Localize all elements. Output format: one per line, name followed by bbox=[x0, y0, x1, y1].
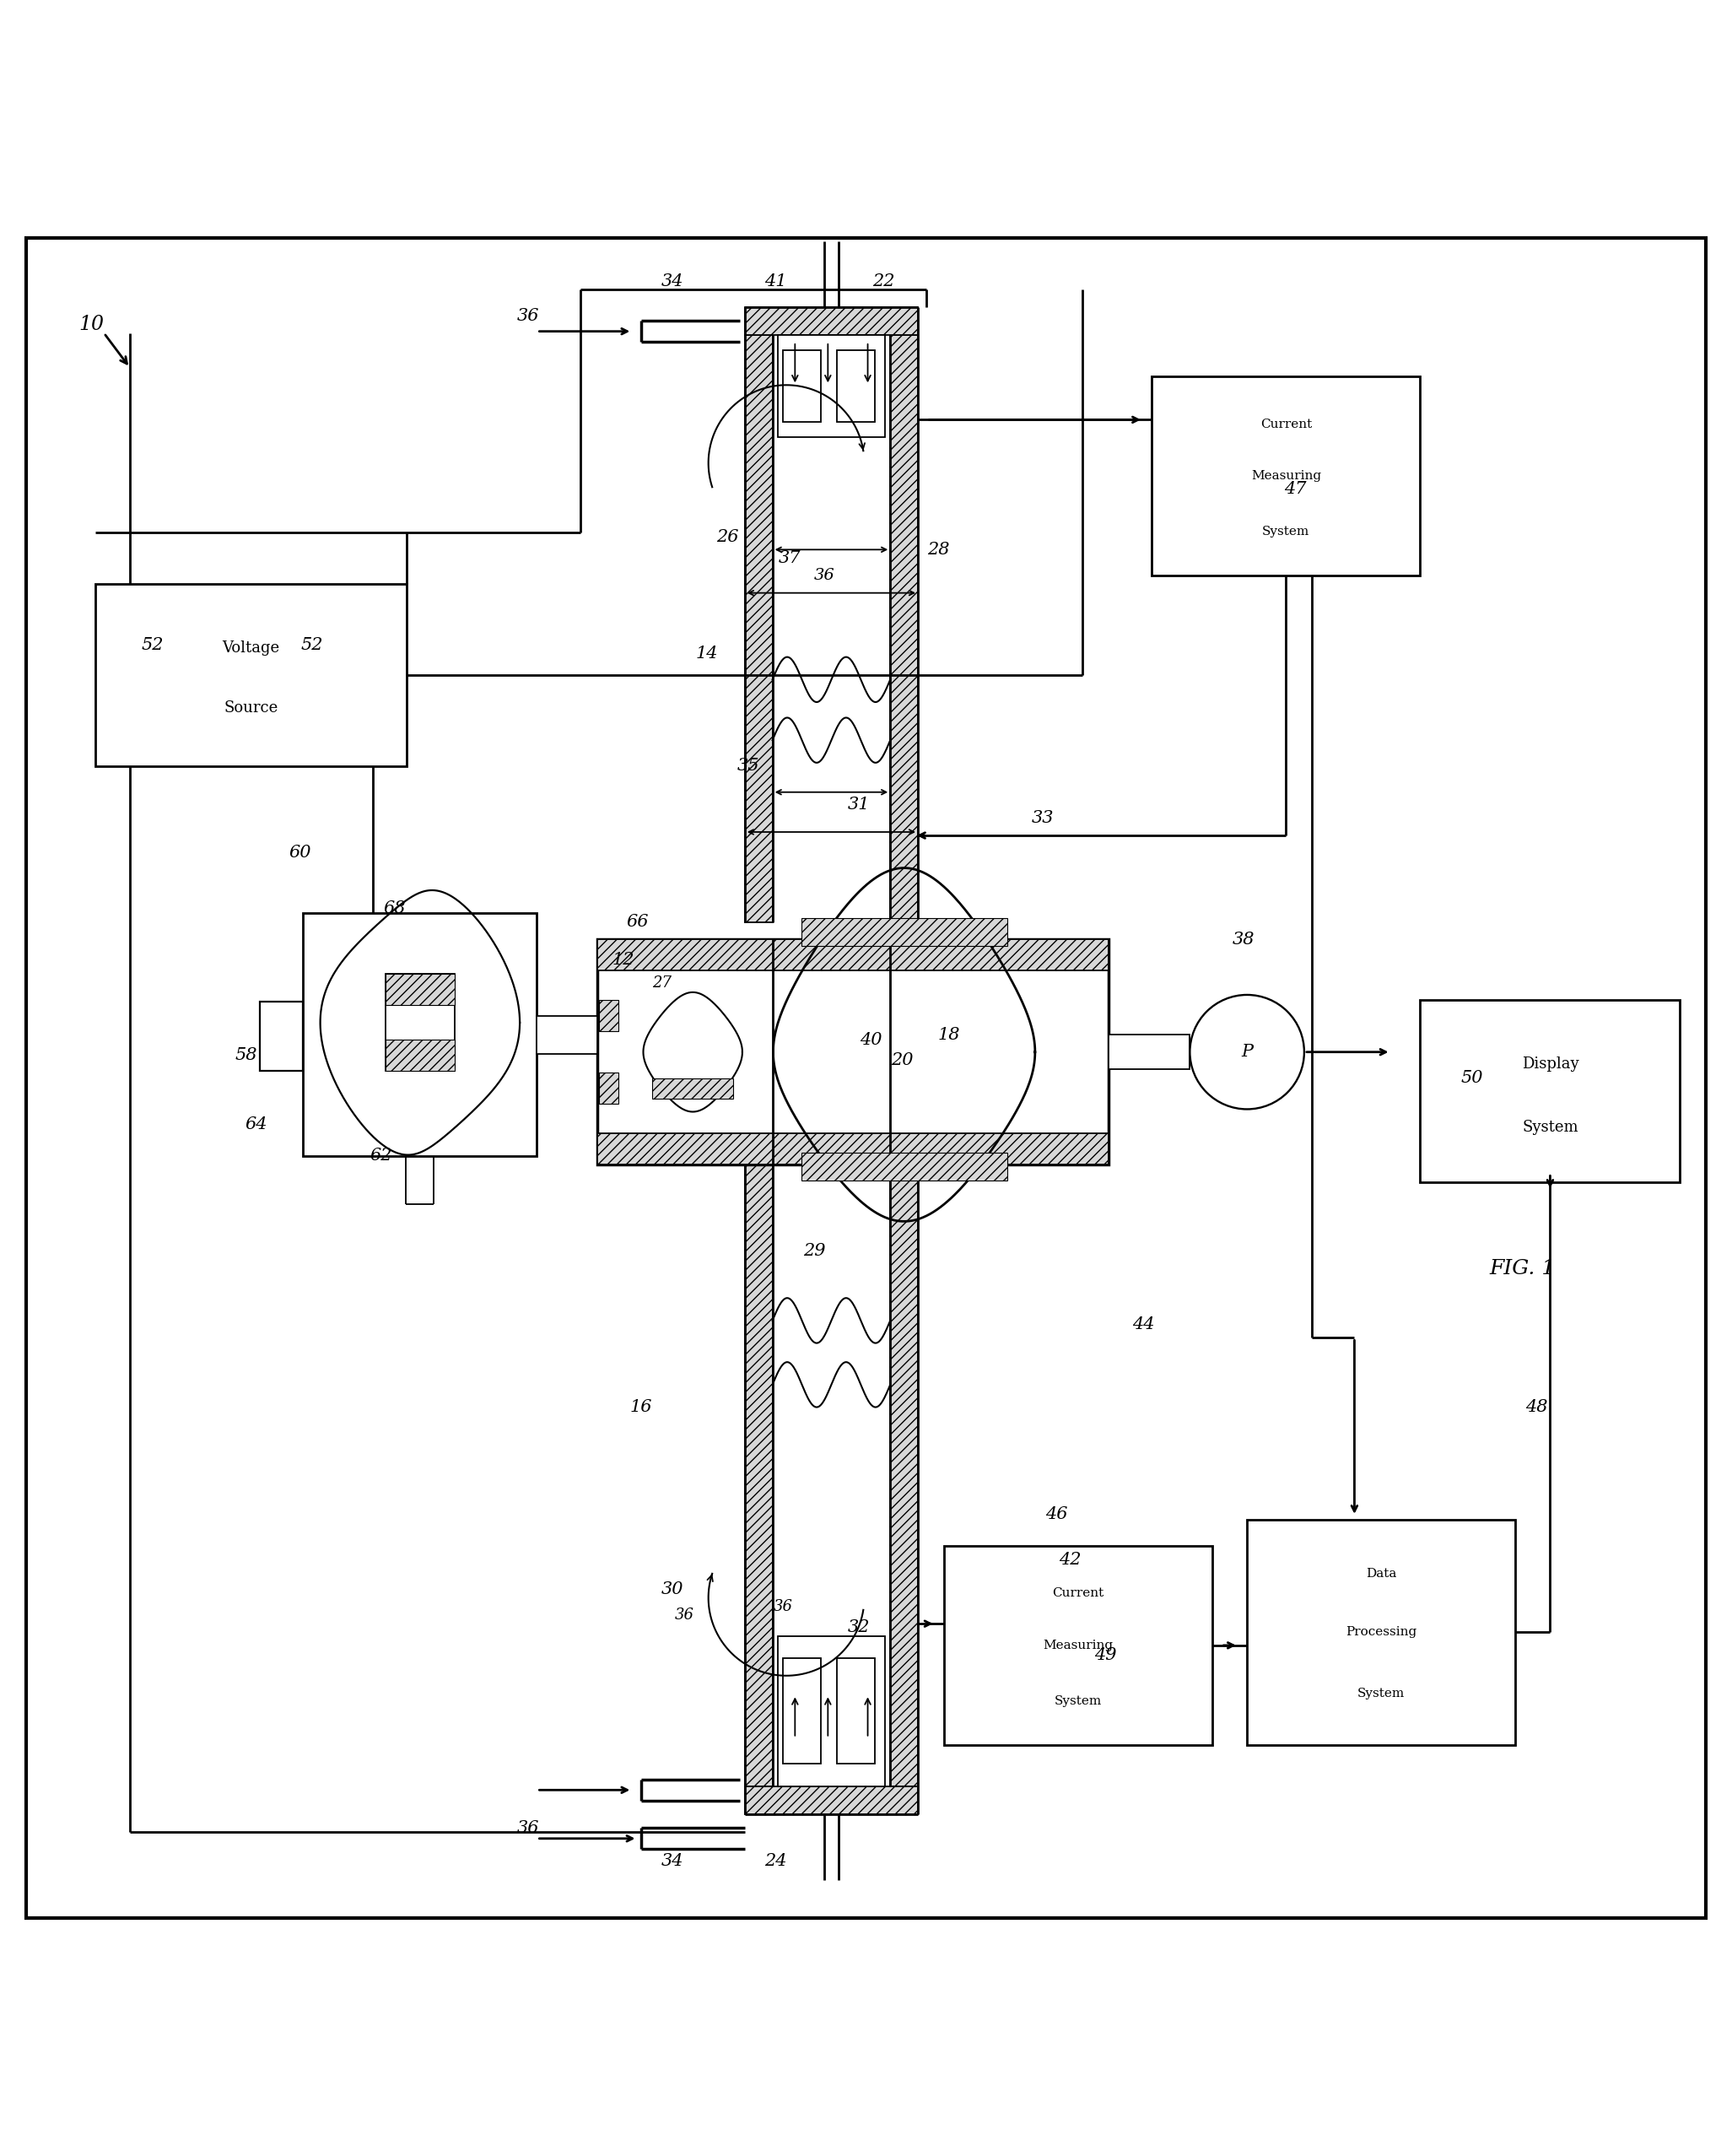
Text: 62: 62 bbox=[371, 1147, 391, 1164]
Text: 16: 16 bbox=[630, 1399, 651, 1414]
Text: 10: 10 bbox=[80, 315, 104, 334]
Bar bbox=[944, 1546, 1212, 1744]
Bar bbox=[1152, 377, 1420, 576]
Bar bbox=[837, 349, 875, 423]
Text: 48: 48 bbox=[1526, 1399, 1547, 1414]
Text: Source: Source bbox=[223, 701, 279, 716]
Text: 26: 26 bbox=[717, 530, 738, 545]
Text: 34: 34 bbox=[662, 1852, 682, 1869]
Text: 58: 58 bbox=[236, 1048, 256, 1063]
Bar bbox=[745, 1787, 918, 1813]
Text: Data: Data bbox=[1367, 1567, 1396, 1580]
Text: 40: 40 bbox=[861, 1033, 882, 1048]
Bar bbox=[537, 1015, 598, 1054]
Bar bbox=[745, 306, 918, 334]
Text: 22: 22 bbox=[873, 274, 894, 289]
Text: 36: 36 bbox=[674, 1608, 695, 1623]
Text: 20: 20 bbox=[892, 1052, 913, 1069]
Text: 35: 35 bbox=[738, 759, 759, 774]
Bar bbox=[303, 914, 537, 1156]
Bar bbox=[1108, 1035, 1190, 1069]
Bar bbox=[599, 1000, 618, 1031]
Circle shape bbox=[1190, 994, 1304, 1108]
Text: System: System bbox=[1358, 1688, 1405, 1699]
Text: 38: 38 bbox=[1233, 931, 1254, 946]
Text: System: System bbox=[1055, 1695, 1102, 1708]
Text: 36: 36 bbox=[518, 1820, 539, 1837]
Bar bbox=[653, 1078, 733, 1100]
Text: 32: 32 bbox=[849, 1619, 869, 1634]
Text: 29: 29 bbox=[804, 1244, 824, 1259]
Text: 47: 47 bbox=[1285, 481, 1306, 498]
Bar bbox=[598, 1134, 1108, 1164]
Text: 42: 42 bbox=[1060, 1552, 1081, 1567]
Bar bbox=[890, 1138, 918, 1787]
Text: 36: 36 bbox=[518, 308, 539, 323]
Text: 12: 12 bbox=[613, 953, 634, 968]
Text: 68: 68 bbox=[385, 901, 405, 916]
Text: Voltage: Voltage bbox=[222, 640, 281, 655]
Bar bbox=[837, 1658, 875, 1764]
Bar bbox=[1420, 1000, 1680, 1181]
Bar bbox=[800, 1153, 1008, 1179]
Text: 52: 52 bbox=[301, 636, 322, 653]
Text: 41: 41 bbox=[766, 274, 786, 289]
Bar bbox=[598, 940, 1108, 970]
Bar bbox=[890, 334, 918, 923]
Text: 36: 36 bbox=[814, 567, 835, 584]
Text: Current: Current bbox=[1053, 1587, 1103, 1600]
Text: 33: 33 bbox=[1032, 811, 1053, 826]
Text: 46: 46 bbox=[1046, 1507, 1067, 1522]
Bar bbox=[800, 918, 1008, 946]
Text: Current: Current bbox=[1261, 418, 1311, 429]
Text: Measuring: Measuring bbox=[1251, 470, 1322, 483]
Text: 31: 31 bbox=[849, 796, 869, 813]
Bar bbox=[778, 1636, 885, 1787]
Bar bbox=[599, 1074, 618, 1104]
Text: 37: 37 bbox=[779, 550, 800, 567]
Text: 18: 18 bbox=[939, 1026, 960, 1044]
Bar bbox=[95, 584, 407, 765]
Text: 44: 44 bbox=[1133, 1315, 1154, 1332]
Text: 36: 36 bbox=[772, 1600, 793, 1615]
Text: 52: 52 bbox=[142, 636, 163, 653]
Text: 28: 28 bbox=[928, 541, 949, 558]
Bar bbox=[778, 334, 885, 438]
Bar bbox=[783, 349, 821, 423]
Bar bbox=[745, 1138, 772, 1787]
Bar bbox=[598, 940, 1108, 1164]
Text: 64: 64 bbox=[246, 1117, 267, 1132]
Text: Measuring: Measuring bbox=[1043, 1639, 1114, 1651]
Bar bbox=[783, 1658, 821, 1764]
Bar bbox=[386, 975, 454, 1072]
Text: Display: Display bbox=[1522, 1056, 1578, 1072]
Bar bbox=[260, 1003, 303, 1072]
Text: 66: 66 bbox=[627, 914, 648, 929]
Text: 34: 34 bbox=[662, 274, 682, 289]
Text: System: System bbox=[1263, 526, 1309, 537]
Text: 27: 27 bbox=[651, 975, 672, 990]
Text: 50: 50 bbox=[1462, 1069, 1483, 1087]
Text: 60: 60 bbox=[289, 845, 310, 860]
Text: System: System bbox=[1522, 1119, 1578, 1134]
Bar bbox=[386, 1039, 454, 1072]
Text: FIG. 1: FIG. 1 bbox=[1490, 1259, 1555, 1279]
Text: Processing: Processing bbox=[1346, 1626, 1417, 1639]
Text: 49: 49 bbox=[1095, 1647, 1115, 1662]
Bar bbox=[745, 334, 772, 923]
Text: 30: 30 bbox=[662, 1580, 682, 1598]
Text: 14: 14 bbox=[696, 645, 717, 662]
Bar bbox=[1247, 1520, 1516, 1744]
Bar bbox=[386, 975, 454, 1005]
Text: 24: 24 bbox=[766, 1852, 786, 1869]
Text: P: P bbox=[1242, 1044, 1252, 1061]
